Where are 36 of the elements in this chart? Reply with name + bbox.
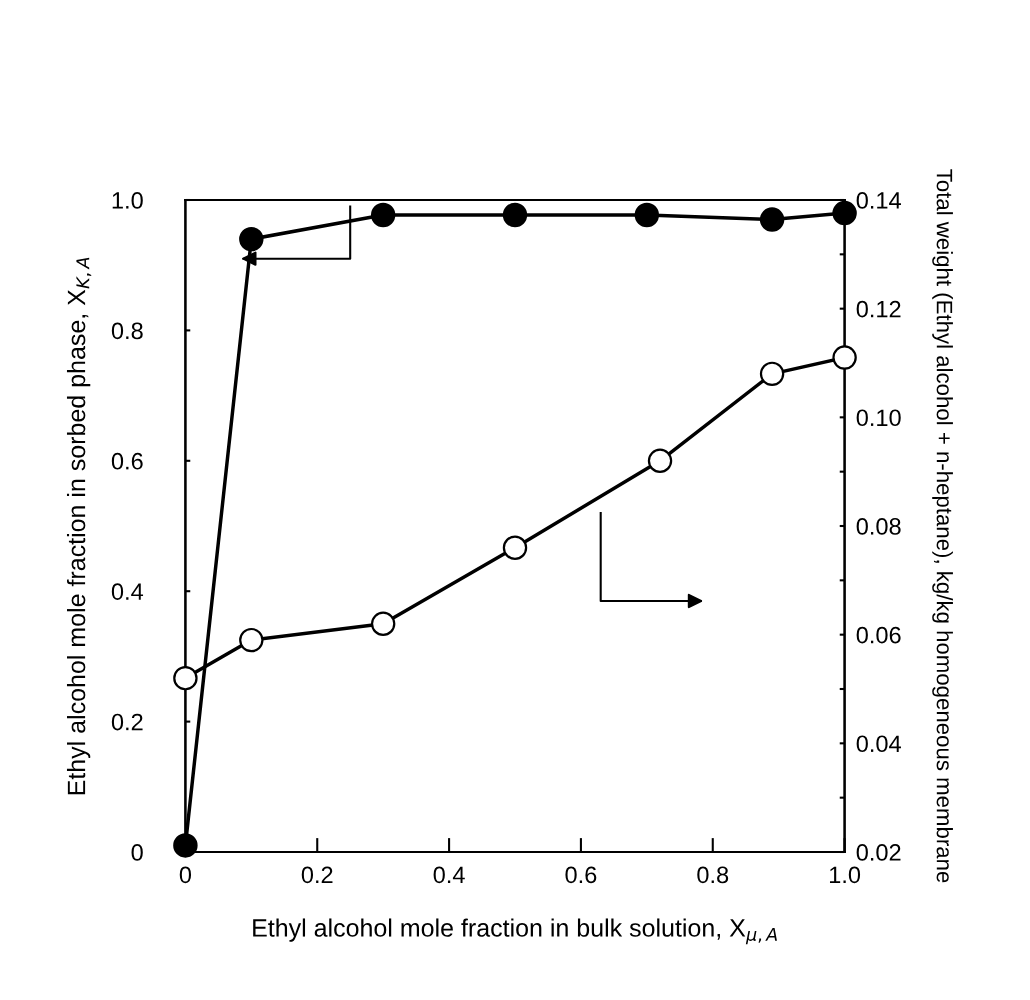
point	[239, 627, 264, 653]
point	[173, 665, 198, 691]
point	[239, 226, 264, 252]
x-axis-title: Ethyl alcohol mole fraction in bulk solution, X$_{μ,A}$	[253, 918, 777, 945]
point	[502, 535, 528, 560]
y-tick-label: 0.4	[111, 583, 144, 600]
point	[502, 202, 528, 228]
point	[173, 833, 198, 858]
x-tick-label: 0.8	[697, 866, 729, 884]
y-tick-label: 1.0	[112, 192, 143, 209]
point	[634, 202, 660, 228]
y2-tick-label: 0.04	[856, 735, 901, 753]
point	[370, 202, 396, 228]
y2-tick-label: 0.08	[856, 518, 901, 535]
y2-tick-label: 0.06	[856, 626, 901, 644]
point	[832, 200, 857, 226]
y-tick-label: 0.8	[111, 322, 143, 340]
y2-tick-label: 0.10	[856, 409, 901, 427]
y2-tick-label: 0.14	[856, 192, 901, 209]
point	[759, 361, 785, 387]
y-tick-label: 0.6	[111, 452, 143, 470]
y2-tick-label: 0.12	[856, 300, 901, 318]
x-tick-label: 0.6	[565, 866, 597, 884]
point	[832, 345, 857, 370]
x-tick-label: 0	[179, 866, 192, 884]
point	[759, 207, 785, 232]
point	[370, 611, 396, 637]
y-tick-label: 0	[131, 844, 143, 861]
y2-axis-title: Total weight (Ethyl alcohol + n-heptane), kg/kg homogeneous membrane	[932, 169, 953, 883]
y-tick-label: 0.2	[111, 713, 143, 731]
point	[647, 448, 673, 474]
x-tick-label: 0.2	[301, 866, 333, 884]
x-tick-label: 0.4	[433, 866, 465, 884]
y-axis-title: Ethyl alcohol mole fraction in sorbed phase, X$_{K,A}$	[66, 257, 92, 795]
x-tick-label: 1.0	[829, 866, 861, 884]
y2-tick-label: 0.02	[856, 844, 901, 861]
